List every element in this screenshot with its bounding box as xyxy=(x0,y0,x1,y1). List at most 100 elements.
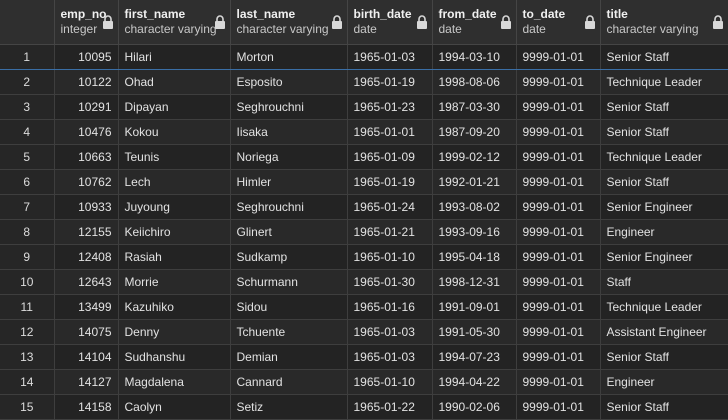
cell-from-date[interactable]: 1990-02-06 xyxy=(432,394,517,420)
cell-last-name[interactable]: Sudkamp xyxy=(230,244,348,270)
cell-last-name[interactable]: Schurmann xyxy=(230,269,348,295)
cell-birth-date[interactable]: 1965-01-03 xyxy=(347,44,433,70)
cell-from-date[interactable]: 1993-09-16 xyxy=(432,219,517,245)
cell-to-date[interactable]: 9999-01-01 xyxy=(516,144,601,170)
cell-to-date[interactable]: 9999-01-01 xyxy=(516,219,601,245)
row-number[interactable]: 1 xyxy=(0,44,55,70)
cell-emp-no[interactable]: 12643 xyxy=(54,269,119,295)
cell-title[interactable]: Senior Staff xyxy=(600,94,728,120)
cell-to-date[interactable]: 9999-01-01 xyxy=(516,44,601,70)
cell-title[interactable]: Staff xyxy=(600,269,728,295)
cell-birth-date[interactable]: 1965-01-30 xyxy=(347,269,433,295)
cell-from-date[interactable]: 1987-03-30 xyxy=(432,94,517,120)
cell-from-date[interactable]: 1991-09-01 xyxy=(432,294,517,320)
cell-to-date[interactable]: 9999-01-01 xyxy=(516,294,601,320)
cell-first-name[interactable]: Rasiah xyxy=(118,244,231,270)
cell-first-name[interactable]: Kazuhiko xyxy=(118,294,231,320)
cell-first-name[interactable]: Kokou xyxy=(118,119,231,145)
cell-title[interactable]: Assistant Engineer xyxy=(600,319,728,345)
table-row[interactable]: 5 10663 Teunis Noriega 1965-01-09 1999-02-12 9… xyxy=(0,144,728,170)
cell-birth-date[interactable]: 1965-01-24 xyxy=(347,194,433,220)
cell-emp-no[interactable]: 10095 xyxy=(54,44,119,70)
row-number[interactable]: 11 xyxy=(0,294,55,320)
table-row[interactable]: 3 10291 Dipayan Seghrouchni 1965-01-23 1987-0… xyxy=(0,94,728,120)
column-header-title[interactable]: title character varying xyxy=(600,0,728,45)
cell-last-name[interactable]: Himler xyxy=(230,169,348,195)
row-number[interactable]: 5 xyxy=(0,144,55,170)
cell-to-date[interactable]: 9999-01-01 xyxy=(516,319,601,345)
cell-last-name[interactable]: Tchuente xyxy=(230,319,348,345)
cell-to-date[interactable]: 9999-01-01 xyxy=(516,194,601,220)
row-number[interactable]: 3 xyxy=(0,94,55,120)
cell-title[interactable]: Senior Engineer xyxy=(600,244,728,270)
cell-first-name[interactable]: Lech xyxy=(118,169,231,195)
cell-birth-date[interactable]: 1965-01-16 xyxy=(347,294,433,320)
cell-to-date[interactable]: 9999-01-01 xyxy=(516,119,601,145)
table-row[interactable]: 12 14075 Denny Tchuente 1965-01-03 1991-05-30… xyxy=(0,319,728,345)
cell-first-name[interactable]: Magdalena xyxy=(118,369,231,395)
row-number[interactable]: 2 xyxy=(0,69,55,95)
row-number[interactable]: 8 xyxy=(0,219,55,245)
cell-from-date[interactable]: 1998-12-31 xyxy=(432,269,517,295)
cell-to-date[interactable]: 9999-01-01 xyxy=(516,369,601,395)
cell-last-name[interactable]: Iisaka xyxy=(230,119,348,145)
cell-title[interactable]: Engineer xyxy=(600,369,728,395)
cell-last-name[interactable]: Seghrouchni xyxy=(230,94,348,120)
cell-birth-date[interactable]: 1965-01-10 xyxy=(347,244,433,270)
cell-first-name[interactable]: Teunis xyxy=(118,144,231,170)
cell-title[interactable]: Technique Leader xyxy=(600,144,728,170)
cell-to-date[interactable]: 9999-01-01 xyxy=(516,269,601,295)
cell-birth-date[interactable]: 1965-01-22 xyxy=(347,394,433,420)
table-row[interactable]: 10 12643 Morrie Schurmann 1965-01-30 1998-12-… xyxy=(0,269,728,295)
cell-emp-no[interactable]: 10663 xyxy=(54,144,119,170)
cell-title[interactable]: Engineer xyxy=(600,219,728,245)
cell-birth-date[interactable]: 1965-01-03 xyxy=(347,319,433,345)
cell-title[interactable]: Senior Staff xyxy=(600,344,728,370)
cell-last-name[interactable]: Sidou xyxy=(230,294,348,320)
column-header-first-name[interactable]: first_name character varying xyxy=(118,0,231,45)
cell-birth-date[interactable]: 1965-01-19 xyxy=(347,69,433,95)
table-row[interactable]: 9 12408 Rasiah Sudkamp 1965-01-10 1995-04-18 9… xyxy=(0,244,728,270)
cell-emp-no[interactable]: 10122 xyxy=(54,69,119,95)
cell-to-date[interactable]: 9999-01-01 xyxy=(516,69,601,95)
cell-from-date[interactable]: 1993-08-02 xyxy=(432,194,517,220)
cell-last-name[interactable]: Glinert xyxy=(230,219,348,245)
row-number[interactable]: 12 xyxy=(0,319,55,345)
cell-to-date[interactable]: 9999-01-01 xyxy=(516,344,601,370)
cell-birth-date[interactable]: 1965-01-19 xyxy=(347,169,433,195)
cell-from-date[interactable]: 1999-02-12 xyxy=(432,144,517,170)
cell-from-date[interactable]: 1994-04-22 xyxy=(432,369,517,395)
row-number[interactable]: 13 xyxy=(0,344,55,370)
cell-emp-no[interactable]: 12408 xyxy=(54,244,119,270)
cell-emp-no[interactable]: 14127 xyxy=(54,369,119,395)
table-row[interactable]: 7 10933 Juyoung Seghrouchni 1965-01-24 1993-0… xyxy=(0,194,728,220)
cell-last-name[interactable]: Morton xyxy=(230,44,348,70)
table-row[interactable]: 13 14104 Sudhanshu Demian 1965-01-03 1994-07-… xyxy=(0,344,728,370)
cell-last-name[interactable]: Esposito xyxy=(230,69,348,95)
cell-first-name[interactable]: Ohad xyxy=(118,69,231,95)
cell-first-name[interactable]: Keiichiro xyxy=(118,219,231,245)
cell-from-date[interactable]: 1991-05-30 xyxy=(432,319,517,345)
cell-to-date[interactable]: 9999-01-01 xyxy=(516,94,601,120)
cell-last-name[interactable]: Setiz xyxy=(230,394,348,420)
column-header-to-date[interactable]: to_date date xyxy=(516,0,601,45)
cell-title[interactable]: Senior Engineer xyxy=(600,194,728,220)
row-number[interactable]: 9 xyxy=(0,244,55,270)
cell-birth-date[interactable]: 1965-01-21 xyxy=(347,219,433,245)
row-number[interactable]: 15 xyxy=(0,394,55,420)
column-header-emp-no[interactable]: emp_no integer xyxy=(54,0,119,45)
column-header-birth-date[interactable]: birth_date date xyxy=(347,0,433,45)
table-row[interactable]: 15 14158 Caolyn Setiz 1965-01-22 1990-02-06 99… xyxy=(0,394,728,420)
cell-to-date[interactable]: 9999-01-01 xyxy=(516,169,601,195)
cell-emp-no[interactable]: 13499 xyxy=(54,294,119,320)
cell-last-name[interactable]: Demian xyxy=(230,344,348,370)
cell-to-date[interactable]: 9999-01-01 xyxy=(516,244,601,270)
cell-birth-date[interactable]: 1965-01-10 xyxy=(347,369,433,395)
cell-emp-no[interactable]: 10933 xyxy=(54,194,119,220)
table-row[interactable]: 6 10762 Lech Himler 1965-01-19 1992-01-21 9999… xyxy=(0,169,728,195)
row-number[interactable]: 7 xyxy=(0,194,55,220)
cell-emp-no[interactable]: 10476 xyxy=(54,119,119,145)
cell-birth-date[interactable]: 1965-01-03 xyxy=(347,344,433,370)
cell-emp-no[interactable]: 14158 xyxy=(54,394,119,420)
cell-emp-no[interactable]: 10291 xyxy=(54,94,119,120)
